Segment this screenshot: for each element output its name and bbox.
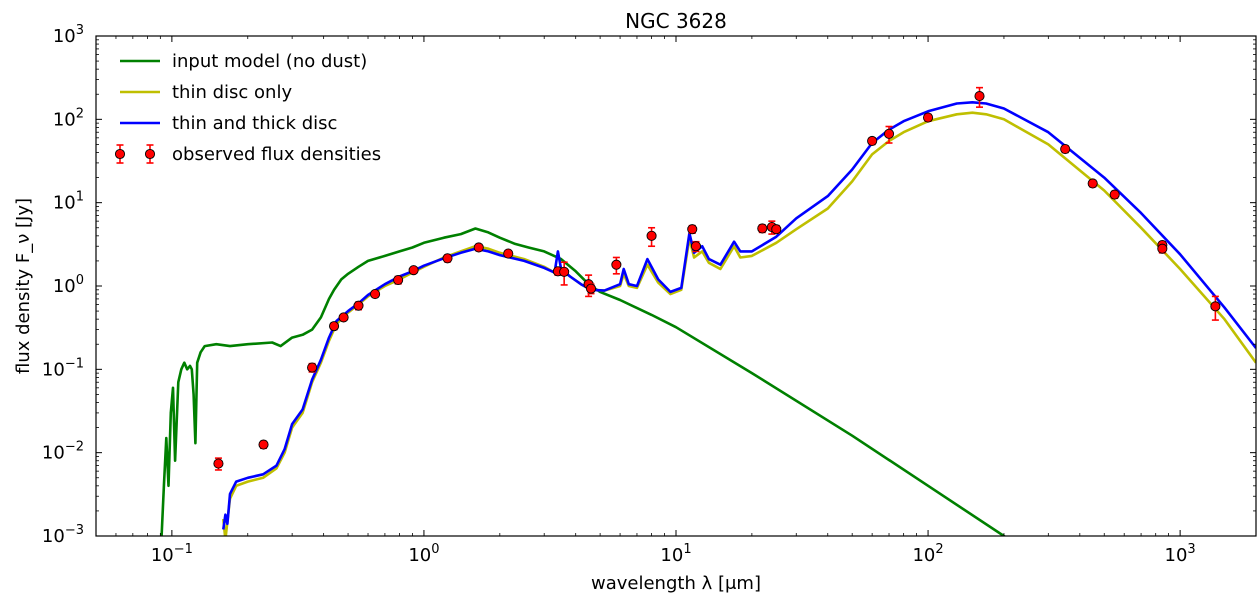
y-tick-label-1: 10−2 [42,440,84,464]
chart-title: NGC 3628 [625,9,727,33]
legend-label-0: input model (no dust) [172,51,367,72]
data-point-15 [585,283,597,294]
series-line-0 [160,227,1007,536]
x-tick-label-3: 102 [912,542,943,566]
legend-marker-3-0 [114,148,126,160]
data-point-28 [1087,178,1098,189]
data-point-4 [338,312,349,323]
data-point-3 [329,321,340,332]
data-point-24 [883,128,895,139]
y-tick-label-0: 10−3 [42,523,84,547]
data-point-20 [757,223,768,234]
x-tick-label-2: 101 [660,542,691,566]
data-point-23 [867,135,878,147]
data-point-11 [503,248,514,259]
data-point-9 [442,253,453,264]
plot-frame [95,35,1257,537]
legend-label-2: thin and thick disc [172,113,337,134]
data-point-18 [687,224,698,235]
data-point-2 [307,362,318,373]
legend-item-2: thin and thick disc [120,113,337,134]
legend-item-0: input model (no dust) [120,51,367,72]
legend-label-3: observed flux densities [172,144,381,165]
data-point-17 [646,230,657,241]
data-point-6 [370,289,381,300]
y-tick-label-3: 100 [53,273,84,297]
data-point-13 [559,266,570,277]
data-point-10 [473,242,484,253]
data-point-8 [408,265,419,276]
legend-item-3: observed flux densities [114,144,381,165]
y-axis-label: flux density F_ν [Jy] [13,198,34,374]
data-point-22 [771,224,782,235]
legend-item-1: thin disc only [120,82,292,103]
legend-label-1: thin disc only [172,82,292,103]
data-point-26 [974,91,985,102]
series-line-1 [222,111,1256,536]
data-point-19 [690,241,702,252]
legend-marker-3-1 [144,148,156,160]
data-point-29 [1109,189,1120,200]
axis-ticks: 10−1 100 101 102 103 10−3 10−2 10−1 100 101 102 103 [42,23,1257,566]
x-axis-label: wavelength λ [μm] [591,573,761,594]
y-tick-label-2: 10−1 [42,356,84,380]
y-tick-label-4: 101 [53,190,84,214]
data-point-27 [1060,143,1071,155]
data-point-1 [258,439,269,450]
x-tick-label-4: 103 [1165,542,1196,566]
data-point-16 [611,259,622,270]
y-tick-label-6: 103 [53,23,84,47]
data-point-32 [1210,301,1221,312]
data-point-25 [923,112,934,123]
plot-area [160,86,1256,536]
data-point-0 [213,458,224,469]
legend: input model (no dust) thin disc only thin … [114,51,381,165]
series-line-2 [222,101,1256,530]
data-point-31 [1157,243,1168,254]
data-point-7 [393,274,404,286]
x-tick-label-0: 10−1 [151,542,193,566]
y-tick-label-5: 102 [53,106,84,130]
data-point-5 [353,300,364,311]
x-tick-label-1: 100 [408,542,439,566]
